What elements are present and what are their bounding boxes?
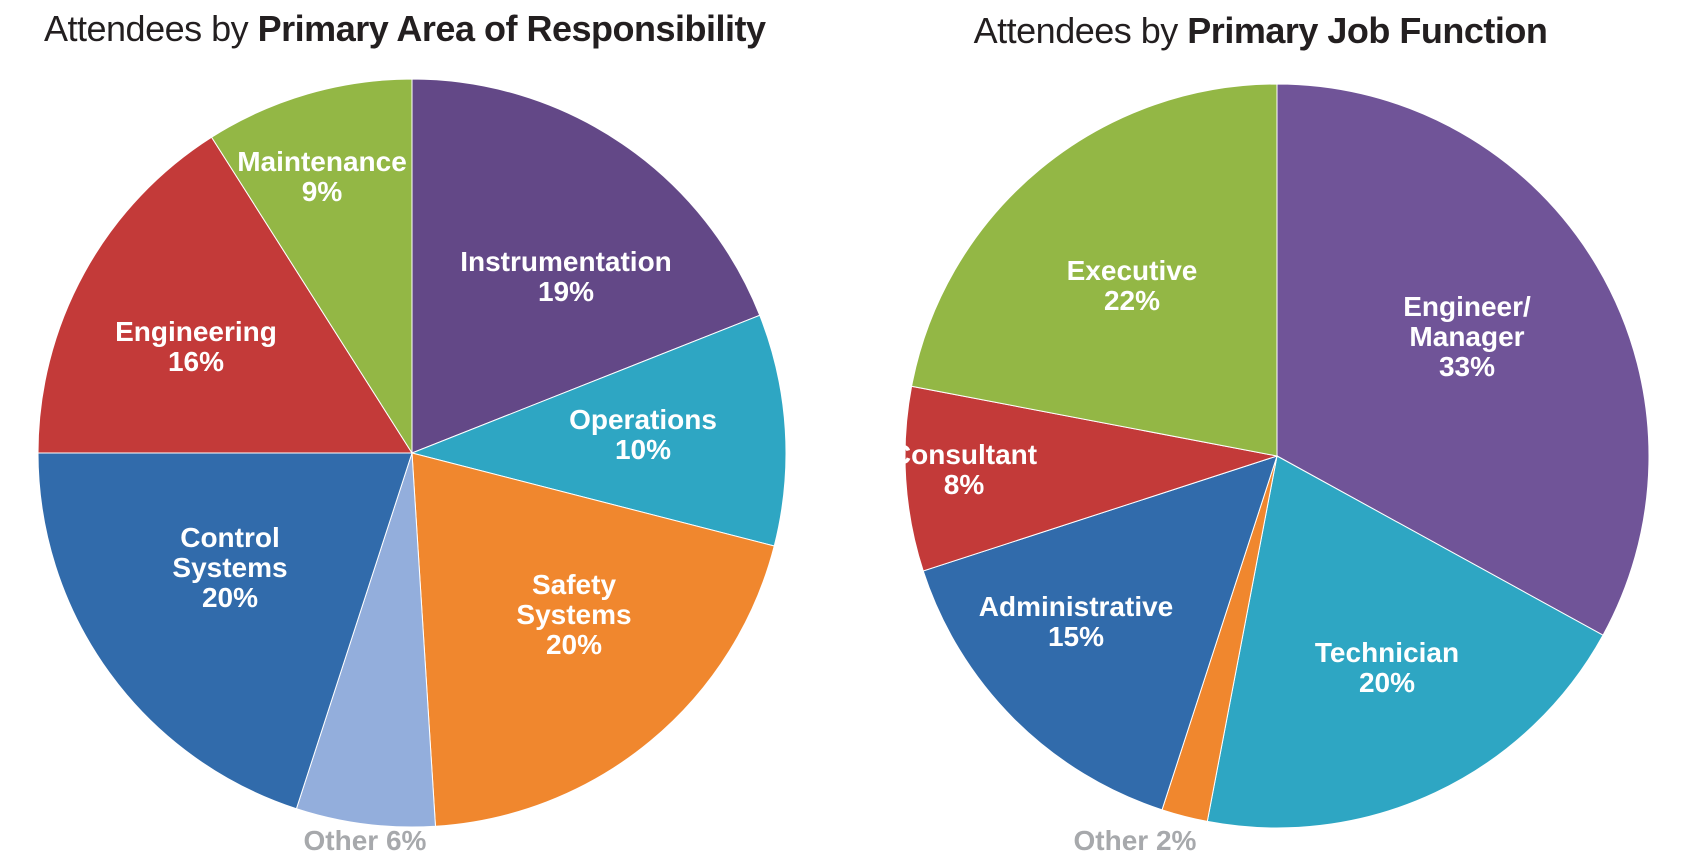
pie-label-consultant: Consultant 8% xyxy=(891,439,1037,500)
pie-label-engineering: Engineering 16% xyxy=(115,316,277,377)
pie-slice-administrative xyxy=(922,455,1278,811)
chart-title: Attendees by Primary Area of Responsibil… xyxy=(44,8,840,50)
pie-slice-operations xyxy=(410,314,787,547)
pie-slice-control-systems xyxy=(37,452,413,810)
chart-title-plain: Attendees by xyxy=(973,10,1188,51)
chart-job-function: Attendees by Primary Job Function Engine… xyxy=(840,0,1681,858)
pie-slice-engineer-manager xyxy=(1276,83,1650,636)
chart-title: Attendees by Primary Job Function xyxy=(840,10,1681,52)
pie-label-technician: Technician 20% xyxy=(1315,637,1459,698)
pie-slice-technician xyxy=(1206,455,1604,829)
pie-label-maintenance: Maintenance 9% xyxy=(237,146,407,207)
pie-label-engineer-manager: Engineer/Manager 33% xyxy=(1403,291,1531,382)
pie-slice-executive xyxy=(911,83,1278,457)
chart-title-bold: Primary Job Function xyxy=(1187,10,1548,51)
chart-area-of-responsibility: Attendees by Primary Area of Responsibil… xyxy=(0,0,840,858)
pie-label-control-systems: Control Systems 20% xyxy=(172,522,287,613)
chart-title-bold: Primary Area of Responsibility xyxy=(257,8,766,49)
pie-slice-consultant xyxy=(904,385,1278,572)
pie-slice-safety-systems xyxy=(411,452,775,827)
pie-label-other: Other 6% xyxy=(304,825,427,856)
pie-label-instrumentation: Instrumentation 19% xyxy=(460,246,672,307)
pie-slice-instrumentation xyxy=(411,78,761,454)
pie-slice-engineering xyxy=(37,136,413,454)
pie-label-operations: Operations 10% xyxy=(569,404,717,465)
chart-title-plain: Attendees by xyxy=(44,8,258,49)
pie-slice-other xyxy=(295,452,437,828)
pie-label-safety-systems: Safety Systems 20% xyxy=(516,569,631,660)
pie-label-other: Other 2% xyxy=(1074,825,1197,856)
pie-label-administrative: Administrative 15% xyxy=(979,591,1174,652)
pie-slice-maintenance xyxy=(210,78,413,455)
pie-chart-job-function: Engineer/Manager 33% Technician 20% Other 2%… xyxy=(891,83,1650,856)
pie-chart-responsibility: Instrumentation 19% Operations 10% Safety Sys… xyxy=(37,78,787,856)
pie-label-executive: Executive 22% xyxy=(1067,255,1198,316)
